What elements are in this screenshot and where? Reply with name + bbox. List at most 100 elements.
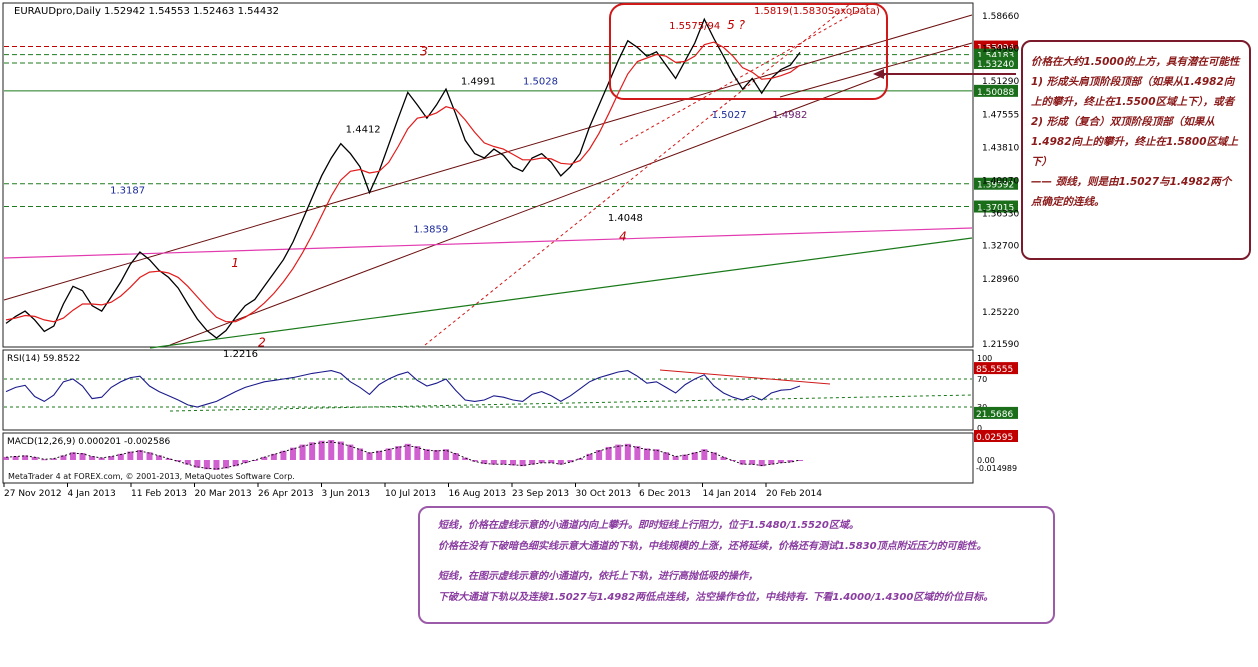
macd-bar-51 (490, 460, 497, 465)
macd-bar-66 (634, 446, 641, 460)
right-note-line-3: 2) 形成（复合）双顶阶段顶部（如果从1.4982向上的攀升，终止在1.5800… (1031, 116, 1239, 168)
macd-bar-75 (720, 456, 727, 460)
macd-bar-62 (596, 450, 603, 460)
bottom-note-line-3: 短线，在图示虚线示意的小通道内，依托上下轨，进行高抛低吸的操作， (438, 571, 758, 582)
macd-bar-64 (615, 444, 622, 460)
rsi-tag-label-1: 21.5686 (976, 410, 1013, 420)
price-axis-tick-0: 1.58660 (982, 12, 1019, 22)
rsi-label: RSI(14) 59.8522 (7, 354, 80, 364)
macd-bar-74 (710, 452, 717, 460)
macd-bar-3 (31, 456, 38, 460)
moving-average-line (5, 41, 801, 323)
main-panel-frame (2, 2, 974, 348)
macd-bar-31 (299, 444, 306, 460)
macd-bar-54 (519, 460, 526, 467)
macd-bar-12 (117, 453, 124, 460)
macd-bar-78 (749, 460, 756, 465)
neckline (779, 42, 973, 98)
small-channel-dash-1 (424, 3, 851, 346)
macd-bar-14 (136, 450, 143, 460)
rsi-axis-tick-0: 100 (977, 354, 992, 363)
macd-bar-77 (739, 460, 746, 465)
annotation-11: 3 (420, 44, 428, 58)
macd-bar-43 (414, 446, 421, 460)
price-tag-label-0: 1.55094 (977, 44, 1014, 54)
ohlc-readout: 1.52942 1.54553 1.52463 1.54432 (104, 6, 279, 17)
rsi-line (5, 370, 801, 408)
macd-tag-label-1: -0.014989 (976, 464, 1017, 473)
macd-bar-70 (672, 456, 679, 460)
macd-tag-label-0: 0.02595 (976, 433, 1013, 443)
annotation-13: 2 (258, 335, 266, 349)
macd-bar-33 (318, 440, 325, 460)
macd-bar-27 (261, 456, 268, 460)
macd-bar-9 (89, 456, 96, 460)
price-axis-tick-10: 1.21590 (982, 340, 1019, 350)
macd-bar-60 (576, 458, 583, 460)
date-axis-tick-6: 10 Jul 2013 (385, 489, 436, 499)
macd-bar-17 (165, 458, 172, 460)
macd-bar-19 (184, 460, 191, 465)
price-tag-3 (974, 84, 1018, 97)
annotation-4: 1.3859 (413, 224, 448, 235)
macd-bar-68 (653, 449, 660, 460)
macd-bar-34 (328, 440, 335, 460)
macd-bar-41 (395, 446, 402, 460)
macd-bar-61 (586, 453, 593, 460)
price-axis-tick-8: 1.28960 (982, 275, 1019, 285)
macd-bar-57 (548, 460, 555, 464)
macd-bar-2 (22, 455, 29, 460)
macd-bar-73 (701, 449, 708, 460)
macd-bar-65 (624, 443, 631, 460)
annotation-10: 1.2216 (223, 349, 258, 360)
date-axis-tick-11: 14 Jan 2014 (703, 489, 757, 499)
annotation-2: 1.4412 (346, 124, 381, 135)
macd-bar-13 (127, 451, 134, 460)
macd-bar-4 (41, 459, 48, 461)
right-note-line-4: —— 颈线，则是由1.5027与1.4982两个点确定的连线。 (1031, 176, 1232, 208)
macd-bar-49 (471, 460, 478, 462)
date-axis-tick-8: 23 Sep 2013 (512, 489, 569, 499)
macd-bar-0 (3, 456, 9, 460)
macd-bar-63 (605, 446, 612, 460)
macd-bar-46 (443, 449, 450, 460)
macd-bar-28 (270, 453, 277, 460)
chart-title: EURAUDpro,Daily (14, 6, 101, 17)
macd-bar-45 (433, 450, 440, 460)
macd-bar-71 (682, 454, 689, 460)
macd-bar-23 (223, 460, 230, 469)
macd-bar-6 (60, 455, 67, 460)
price-axis-tick-6: 1.36330 (982, 210, 1019, 220)
annotation-14: 4 (619, 229, 627, 243)
macd-bar-15 (146, 452, 153, 460)
annotation-1: 1.5028 (523, 77, 558, 88)
green-trend-line (149, 237, 973, 349)
macd-bar-24 (232, 460, 239, 467)
macd-bar-55 (529, 460, 536, 465)
macd-label: MACD(12,26,9) 0.000201 -0.002586 (7, 437, 170, 447)
price-axis-tick-2: 1.51290 (982, 77, 1019, 87)
indicators: 1007030085.555521.56860.000.02595-0.0149… (3, 354, 1018, 473)
date-axis-tick-0: 27 Nov 2012 (4, 489, 62, 499)
price-tag-label-5: 1.37015 (977, 204, 1014, 214)
macd-bar-56 (538, 460, 545, 464)
macd-bar-36 (347, 444, 354, 460)
bottom-note-line-4: 下破大通道下轨以及连接1.5027与1.4982两低点连线，沽空操作仓位，中线持… (438, 591, 994, 603)
macd-bar-58 (557, 460, 564, 465)
macd-bar-48 (462, 457, 469, 460)
macd-bar-5 (50, 458, 57, 460)
right-note-line-1: 价格在大约1.5000的上方，具有潜在可能性 (1031, 56, 1240, 68)
macd-bar-47 (452, 453, 459, 460)
macd-bar-69 (663, 452, 670, 460)
macd-bar-80 (768, 460, 775, 465)
right-analysis-note: 价格在大约1.5000的上方，具有潜在可能性 1) 形成头肩顶阶段顶部（如果从1… (1021, 40, 1251, 260)
watermark: MetaTrader 4 at FOREX.com, © 2001-2013, … (8, 472, 295, 481)
date-axis-tick-5: 3 Jun 2013 (322, 489, 370, 499)
date-axis-tick-3: 20 Mar 2013 (195, 489, 252, 499)
macd-bar-81 (777, 460, 784, 464)
macd-bar-72 (691, 452, 698, 460)
macd-tag-0 (974, 430, 1018, 442)
close-price-line (5, 17, 801, 339)
date-axis-tick-9: 30 Oct 2013 (576, 489, 632, 499)
